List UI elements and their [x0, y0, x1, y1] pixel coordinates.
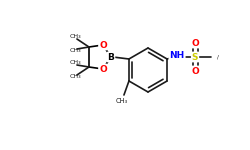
- Text: O: O: [191, 39, 199, 48]
- Text: CH₃: CH₃: [69, 60, 81, 66]
- Text: CH₃: CH₃: [69, 48, 81, 54]
- Text: CH₃: CH₃: [116, 98, 128, 104]
- Text: NH: NH: [170, 51, 185, 60]
- Text: B: B: [108, 52, 114, 62]
- Text: S: S: [192, 52, 198, 62]
- Text: CH₃: CH₃: [69, 34, 81, 39]
- Text: CH₃: CH₃: [69, 75, 81, 80]
- Text: O: O: [191, 66, 199, 75]
- Text: /: /: [217, 54, 219, 60]
- Text: O: O: [99, 40, 107, 50]
- Text: O: O: [99, 64, 107, 74]
